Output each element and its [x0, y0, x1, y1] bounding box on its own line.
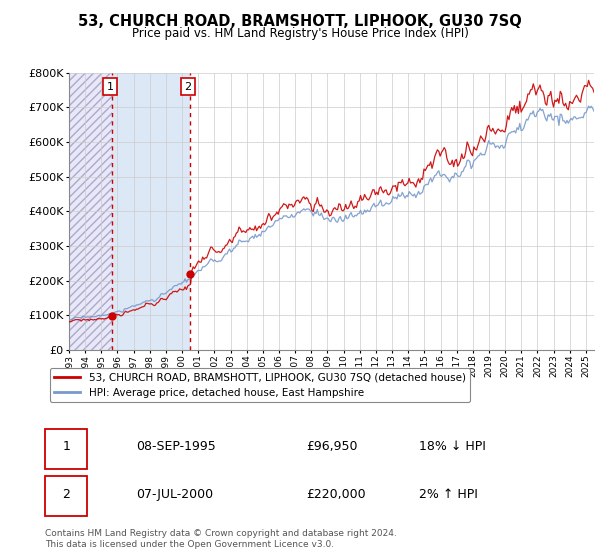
- Text: 2% ↑ HPI: 2% ↑ HPI: [419, 488, 478, 501]
- Text: Price paid vs. HM Land Registry's House Price Index (HPI): Price paid vs. HM Land Registry's House …: [131, 27, 469, 40]
- Text: £96,950: £96,950: [307, 440, 358, 453]
- Text: 53, CHURCH ROAD, BRAMSHOTT, LIPHOOK, GU30 7SQ: 53, CHURCH ROAD, BRAMSHOTT, LIPHOOK, GU3…: [78, 14, 522, 29]
- Text: 07-JUL-2000: 07-JUL-2000: [136, 488, 213, 501]
- Text: 08-SEP-1995: 08-SEP-1995: [136, 440, 215, 453]
- FancyBboxPatch shape: [45, 428, 86, 469]
- Text: Contains HM Land Registry data © Crown copyright and database right 2024.
This d: Contains HM Land Registry data © Crown c…: [45, 529, 397, 549]
- Text: 2: 2: [184, 82, 191, 92]
- Bar: [69, 73, 112, 350]
- Text: 1: 1: [107, 82, 113, 92]
- Text: 18% ↓ HPI: 18% ↓ HPI: [419, 440, 485, 453]
- Bar: [112, 73, 190, 350]
- Text: 2: 2: [62, 488, 70, 501]
- Legend: 53, CHURCH ROAD, BRAMSHOTT, LIPHOOK, GU30 7SQ (detached house), HPI: Average pri: 53, CHURCH ROAD, BRAMSHOTT, LIPHOOK, GU3…: [50, 368, 470, 402]
- Text: £220,000: £220,000: [307, 488, 366, 501]
- FancyBboxPatch shape: [45, 476, 86, 516]
- Text: 1: 1: [62, 440, 70, 453]
- Bar: [69, 73, 112, 350]
